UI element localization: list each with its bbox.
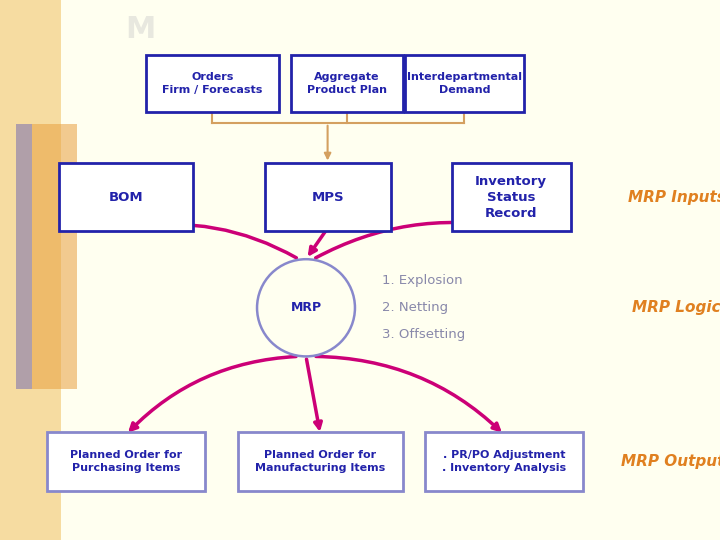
Text: MRP: MRP [290,301,322,314]
Text: MRP Inputs: MRP Inputs [628,190,720,205]
Text: Planned Order for
Manufacturing Items: Planned Order for Manufacturing Items [256,450,385,473]
Text: MRP Outputs: MRP Outputs [621,454,720,469]
FancyBboxPatch shape [452,163,571,231]
FancyBboxPatch shape [291,56,403,112]
Text: MPS: MPS [311,191,344,204]
Text: MRP Logic: MRP Logic [632,300,720,315]
Text: M: M [125,15,156,44]
Text: . PR/PO Adjustment
. Inventory Analysis: . PR/PO Adjustment . Inventory Analysis [442,450,566,473]
Text: Orders
Firm / Forecasts: Orders Firm / Forecasts [162,72,263,95]
FancyBboxPatch shape [145,56,279,112]
Text: Inventory
Status
Record: Inventory Status Record [475,174,547,220]
Text: Interdepartmental
Demand: Interdepartmental Demand [407,72,522,95]
Text: BOM: BOM [109,191,143,204]
Text: Aggregate
Product Plan: Aggregate Product Plan [307,72,387,95]
Bar [16,124,32,389]
FancyBboxPatch shape [238,432,403,491]
FancyBboxPatch shape [47,432,205,491]
Ellipse shape [257,259,355,356]
Bar [0,0,61,540]
Text: 3. Offsetting: 3. Offsetting [382,328,465,341]
FancyBboxPatch shape [425,432,583,491]
Text: Planned Order for
Purchasing Items: Planned Order for Purchasing Items [70,450,182,473]
Text: 2. Netting: 2. Netting [382,301,448,314]
FancyBboxPatch shape [265,163,390,231]
FancyBboxPatch shape [59,163,192,231]
FancyBboxPatch shape [405,56,524,112]
Bar [16,124,77,389]
Text: 1. Explosion: 1. Explosion [382,274,462,287]
